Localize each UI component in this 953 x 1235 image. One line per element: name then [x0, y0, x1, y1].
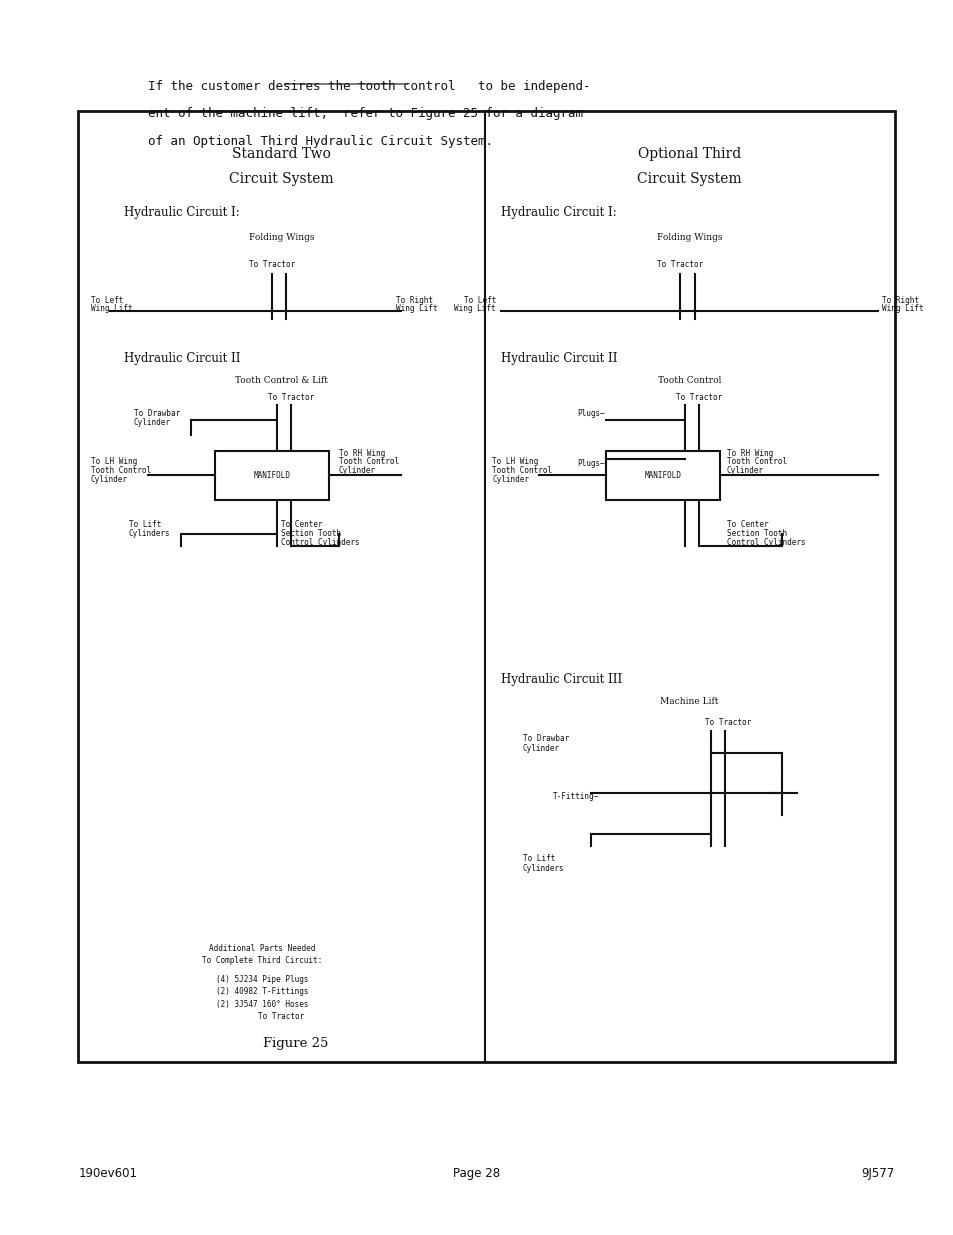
Text: To Left: To Left	[91, 295, 123, 305]
Text: Wing Lift: Wing Lift	[91, 304, 132, 314]
Text: Plugs—: Plugs—	[577, 458, 604, 468]
Text: Optional Third: Optional Third	[638, 147, 740, 162]
Text: Folding Wings: Folding Wings	[657, 232, 721, 242]
Text: Tooth Control: Tooth Control	[492, 466, 552, 475]
Text: To Complete Third Circuit:: To Complete Third Circuit:	[202, 956, 322, 966]
Text: Circuit System: Circuit System	[637, 172, 741, 186]
Text: of an Optional Third Hydraulic Circuit System.: of an Optional Third Hydraulic Circuit S…	[148, 135, 493, 148]
Text: Circuit System: Circuit System	[229, 172, 334, 186]
Text: (2) 3J547 160° Hoses: (2) 3J547 160° Hoses	[216, 999, 308, 1009]
Bar	[214, 451, 329, 500]
Text: Wing Lift: Wing Lift	[395, 304, 437, 314]
Text: Standard Two: Standard Two	[232, 147, 331, 162]
Text: Hydraulic Circuit II: Hydraulic Circuit II	[500, 352, 617, 364]
Text: Control Cylinders: Control Cylinders	[281, 537, 359, 547]
Text: To Center: To Center	[726, 520, 768, 530]
Text: To Tractor: To Tractor	[657, 259, 702, 269]
Text: Cylinder: Cylinder	[522, 743, 559, 753]
Text: To LH Wing: To LH Wing	[492, 457, 537, 467]
Bar	[78, 111, 894, 1062]
Text: Wing Lift: Wing Lift	[454, 304, 496, 314]
Text: MANIFOLD: MANIFOLD	[253, 471, 290, 480]
Text: Cylinders: Cylinders	[129, 529, 171, 538]
Text: Figure 25: Figure 25	[263, 1037, 328, 1050]
Text: To Lift: To Lift	[129, 520, 161, 530]
Text: (4) 5J234 Pipe Plugs: (4) 5J234 Pipe Plugs	[216, 974, 308, 984]
Text: Hydraulic Circuit II: Hydraulic Circuit II	[124, 352, 240, 364]
Text: Cylinder: Cylinder	[726, 466, 763, 475]
Text: 9J577: 9J577	[861, 1167, 894, 1179]
Text: Section Tooth: Section Tooth	[726, 529, 786, 538]
Text: To RH Wing: To RH Wing	[726, 448, 772, 458]
Text: Tooth Control: Tooth Control	[91, 466, 151, 475]
Text: To Tractor: To Tractor	[704, 718, 750, 727]
Text: To Tractor: To Tractor	[220, 1011, 304, 1021]
Text: Tooth Control & Lift: Tooth Control & Lift	[234, 375, 328, 385]
Text: (2) 40982 T-Fittings: (2) 40982 T-Fittings	[216, 987, 308, 997]
Text: 190ev601: 190ev601	[78, 1167, 137, 1179]
Text: ent of the machine lift,  refer to Figure 25 for a diagram: ent of the machine lift, refer to Figure…	[148, 107, 582, 121]
Text: Cylinder: Cylinder	[492, 474, 529, 484]
Text: To Drawbar: To Drawbar	[133, 409, 179, 419]
Text: Tooth Control: Tooth Control	[726, 457, 786, 467]
Text: To Drawbar: To Drawbar	[522, 734, 568, 743]
Text: MANIFOLD: MANIFOLD	[644, 471, 680, 480]
Text: Cylinder: Cylinder	[338, 466, 375, 475]
Text: To Right: To Right	[395, 295, 433, 305]
Text: Hydraulic Circuit I:: Hydraulic Circuit I:	[500, 206, 616, 219]
Text: To Right: To Right	[882, 295, 919, 305]
Text: Hydraulic Circuit III: Hydraulic Circuit III	[500, 673, 621, 685]
Text: To Center: To Center	[281, 520, 323, 530]
Text: Plugs—: Plugs—	[577, 409, 604, 419]
Text: Tooth Control: Tooth Control	[338, 457, 398, 467]
Text: T-Fitting—: T-Fitting—	[553, 792, 598, 802]
Text: Cylinders: Cylinders	[522, 863, 564, 873]
Text: To Tractor: To Tractor	[676, 393, 721, 403]
Text: Cylinder: Cylinder	[133, 417, 171, 427]
Text: Hydraulic Circuit I:: Hydraulic Circuit I:	[124, 206, 239, 219]
Text: To Lift: To Lift	[522, 853, 555, 863]
Text: Wing Lift: Wing Lift	[882, 304, 923, 314]
Text: Machine Lift: Machine Lift	[659, 697, 719, 706]
Text: Control Cylinders: Control Cylinders	[726, 537, 804, 547]
Text: Tooth Control: Tooth Control	[658, 375, 720, 385]
Text: To Tractor: To Tractor	[249, 259, 294, 269]
Text: Page 28: Page 28	[453, 1167, 500, 1179]
Text: Section Tooth: Section Tooth	[281, 529, 341, 538]
Text: To Left: To Left	[463, 295, 496, 305]
Text: Additional Parts Needed: Additional Parts Needed	[209, 944, 315, 953]
Text: Folding Wings: Folding Wings	[249, 232, 314, 242]
Text: Cylinder: Cylinder	[91, 474, 128, 484]
Text: If the customer desires the tooth control   to be independ-: If the customer desires the tooth contro…	[148, 80, 590, 94]
Text: To LH Wing: To LH Wing	[91, 457, 136, 467]
Text: To RH Wing: To RH Wing	[338, 448, 384, 458]
Text: To Tractor: To Tractor	[268, 393, 314, 403]
Bar	[605, 451, 720, 500]
